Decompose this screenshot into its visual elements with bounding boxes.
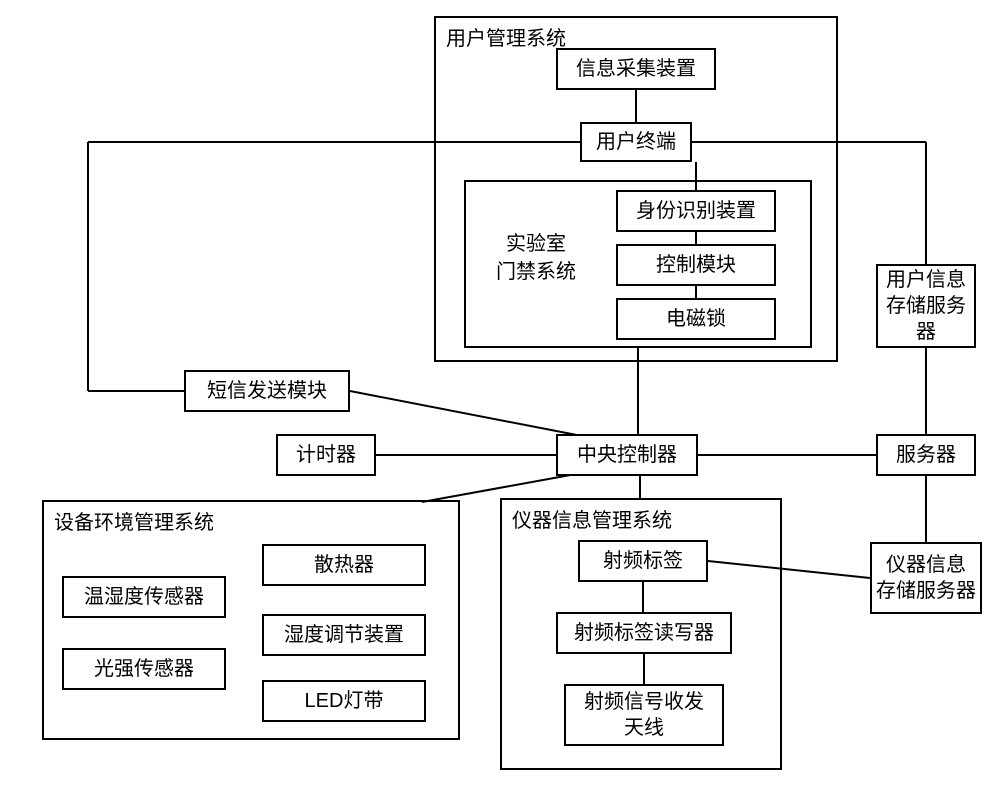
node-light-sensor: 光强传感器 <box>62 648 226 690</box>
group-instr-mgmt-label: 仪器信息管理系统 <box>512 504 672 533</box>
node-temp-sensor: 温湿度传感器 <box>62 576 226 618</box>
node-info-collect: 信息采集装置 <box>556 48 716 90</box>
node-identity: 身份识别装置 <box>616 190 776 232</box>
node-humidity: 湿度调节装置 <box>262 614 426 656</box>
group-env-mgmt-label: 设备环境管理系统 <box>54 506 214 535</box>
node-rfid-tag: 射频标签 <box>578 540 708 582</box>
node-access-label: 实验室 门禁系统 <box>486 230 586 286</box>
node-instr-info-srv: 仪器信息 存储服务器 <box>870 542 982 614</box>
group-user-mgmt-label: 用户管理系统 <box>446 22 566 51</box>
node-server: 服务器 <box>876 434 976 476</box>
node-timer: 计时器 <box>276 434 376 476</box>
node-central: 中央控制器 <box>556 434 698 476</box>
node-rfid-antenna: 射频信号收发 天线 <box>564 684 724 746</box>
node-user-info-srv: 用户信息 存储服务器 <box>876 264 976 348</box>
node-user-terminal: 用户终端 <box>580 122 692 162</box>
node-ctrl-module: 控制模块 <box>616 244 776 286</box>
node-radiator: 散热器 <box>262 544 426 586</box>
node-elec-lock: 电磁锁 <box>616 298 776 340</box>
node-rfid-reader: 射频标签读写器 <box>556 612 732 654</box>
node-sms: 短信发送模块 <box>184 370 350 412</box>
node-led: LED灯带 <box>262 680 426 722</box>
